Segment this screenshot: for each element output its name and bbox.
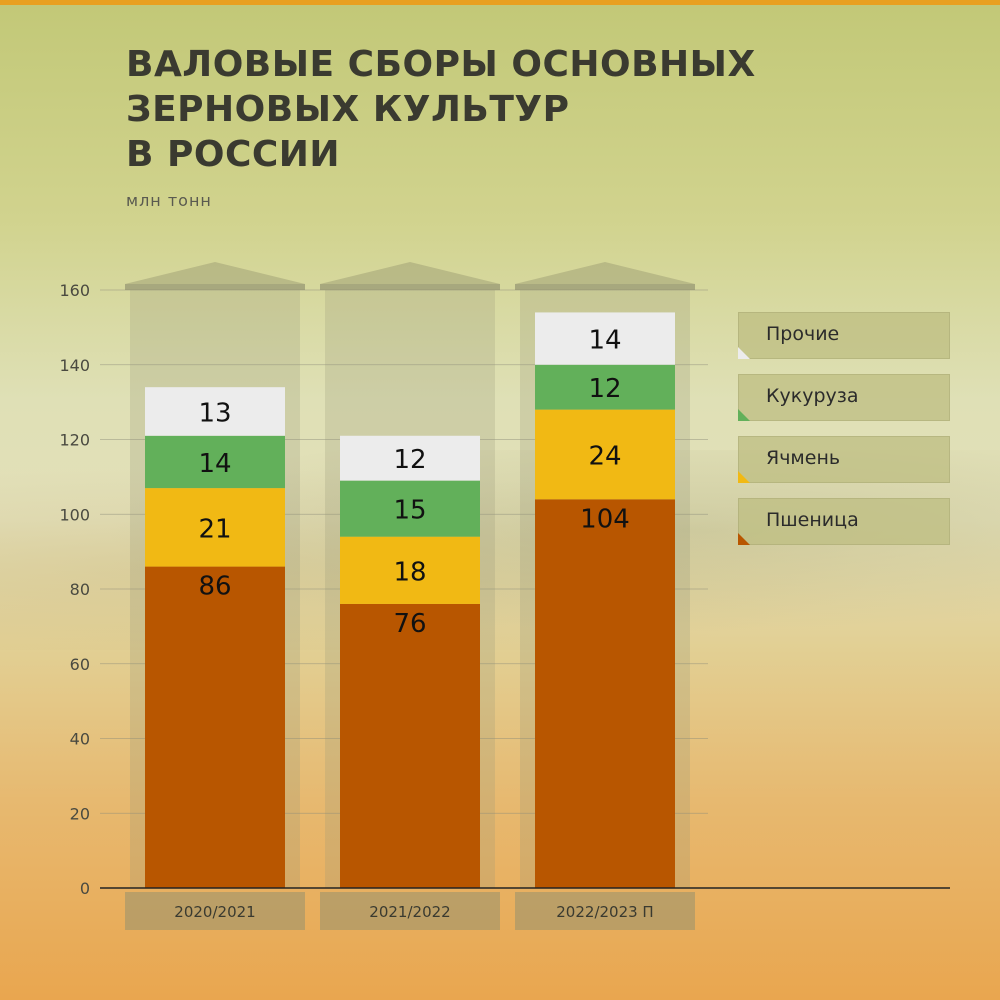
legend-item-wheat: Пшеница	[738, 498, 950, 545]
silo-roof	[515, 262, 695, 284]
bar-segment	[145, 387, 285, 436]
legend-swatch	[738, 471, 750, 483]
bar-segment	[340, 536, 480, 604]
legend-swatch	[738, 533, 750, 545]
data-label: 14	[588, 326, 621, 356]
bar-segment	[145, 566, 285, 888]
top-accent-bar	[0, 0, 1000, 5]
legend: Прочие Кукуруза Ячмень Пшеница	[738, 312, 950, 560]
bar-segment	[145, 488, 285, 567]
data-label: 18	[393, 557, 426, 587]
bar-segment	[535, 364, 675, 410]
x-tick-label: 2020/2021	[174, 903, 255, 921]
legend-item-barley: Ячмень	[738, 436, 950, 483]
bar-segment	[340, 603, 480, 888]
y-tick-label: 40	[70, 730, 90, 749]
data-label: 14	[198, 449, 231, 479]
data-label: 12	[588, 374, 621, 404]
category-plate	[515, 892, 695, 930]
y-tick-label: 0	[80, 879, 90, 898]
data-label: 12	[393, 445, 426, 475]
title-line-3: В РОССИИ	[126, 134, 341, 175]
y-tick-label: 20	[70, 804, 90, 823]
silo-roof	[320, 262, 500, 284]
bar-segment	[340, 480, 480, 537]
legend-swatch	[738, 347, 750, 359]
x-tick-label: 2022/2023 П	[556, 903, 653, 921]
bar-segment	[145, 435, 285, 489]
legend-swatch	[738, 409, 750, 421]
legend-label: Пшеница	[766, 509, 859, 531]
data-label: 104	[580, 504, 630, 534]
legend-label: Прочие	[766, 323, 840, 345]
data-label: 15	[393, 496, 426, 526]
silo-eave	[320, 284, 500, 290]
legend-label: Ячмень	[766, 447, 841, 469]
silo-eave	[125, 284, 305, 290]
y-tick-label: 60	[70, 655, 90, 674]
category-plate	[125, 892, 305, 930]
unit-label: млн тонн	[126, 191, 212, 210]
silo-roof	[125, 262, 305, 284]
legend-item-other: Прочие	[738, 312, 950, 359]
title-line-1: ВАЛОВЫЕ СБОРЫ ОСНОВНЫХ	[126, 44, 756, 85]
y-tick-label: 120	[59, 431, 90, 450]
silo-eave	[515, 284, 695, 290]
y-tick-label: 100	[59, 505, 90, 524]
legend-label: Кукуруза	[766, 385, 859, 407]
bar-segment	[535, 312, 675, 365]
x-tick-label: 2021/2022	[369, 903, 450, 921]
data-label: 24	[588, 441, 621, 471]
y-tick-label: 140	[59, 356, 90, 375]
bar-segment	[340, 435, 480, 481]
legend-item-corn: Кукуруза	[738, 374, 950, 421]
data-label: 86	[198, 572, 231, 602]
data-label: 76	[393, 609, 426, 639]
data-label: 13	[198, 398, 231, 428]
bar-segment	[535, 409, 675, 500]
bar-segment	[535, 499, 675, 888]
data-label: 21	[198, 514, 231, 544]
title-line-2: ЗЕРНОВЫХ КУЛЬТУР	[126, 89, 570, 130]
y-tick-label: 160	[59, 281, 90, 300]
chart-title: ВАЛОВЫЕ СБОРЫ ОСНОВНЫХ ЗЕРНОВЫХ КУЛЬТУР …	[126, 42, 756, 177]
category-plate	[320, 892, 500, 930]
y-tick-label: 80	[70, 580, 90, 599]
